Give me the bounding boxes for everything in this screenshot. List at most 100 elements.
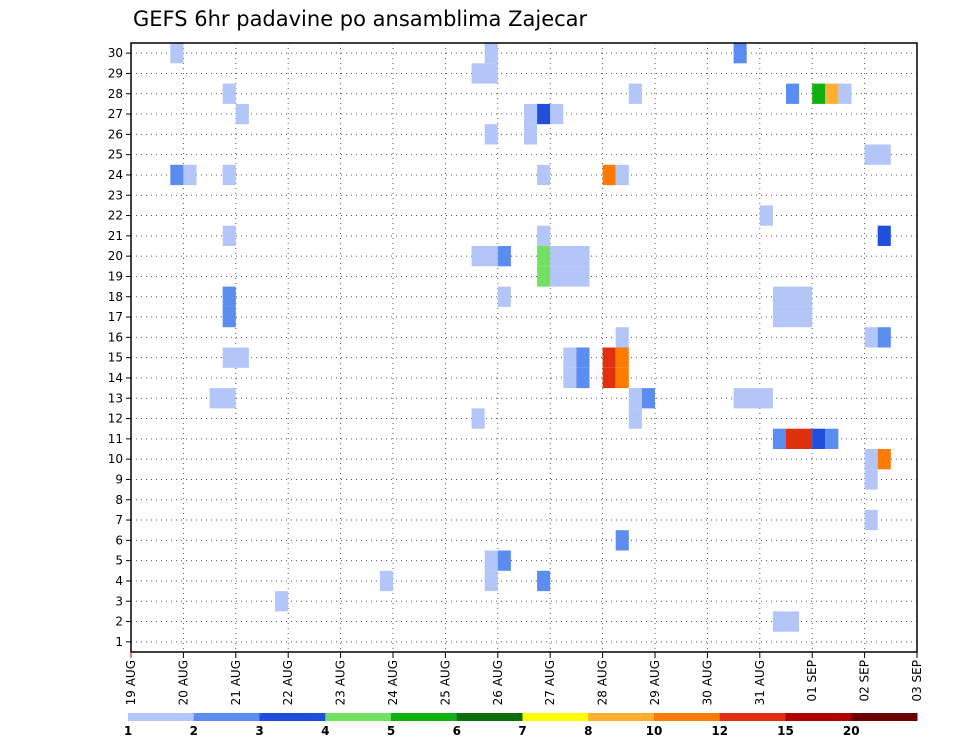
heatmap-cell [222, 286, 236, 307]
heatmap-cell [471, 63, 498, 84]
heatmap-cell [602, 367, 616, 389]
heatmap-cell [537, 570, 551, 592]
heatmap-cell [471, 408, 485, 429]
y-tick-label: 10 [108, 452, 123, 466]
colorbar-label: 3 [255, 724, 263, 738]
heatmap-cell [484, 550, 498, 571]
y-tick-label: 9 [115, 472, 123, 486]
heatmap-cell [183, 164, 197, 186]
x-tick-label: 29 AUG [648, 660, 662, 705]
y-tick-label: 19 [108, 269, 123, 283]
y-tick-label: 23 [108, 188, 123, 202]
heatmap-cell [222, 306, 236, 328]
heatmap-cell [641, 388, 655, 409]
heatmap-cell [537, 103, 551, 125]
heatmap-cell [222, 347, 249, 368]
x-tick-label: 30 AUG [700, 660, 714, 705]
heatmap-cell [864, 509, 878, 531]
heatmap-cell [497, 286, 511, 307]
heatmap-cell [772, 306, 813, 328]
heatmap-cell [838, 83, 852, 104]
heatmap-cell [537, 266, 551, 287]
heatmap-cells [170, 43, 891, 632]
heatmap-cell [576, 347, 590, 368]
y-tick-label: 24 [108, 168, 123, 182]
heatmap-cell [602, 164, 616, 186]
x-tick-label: 01 SEP [805, 660, 819, 702]
heatmap-cell [537, 164, 551, 186]
y-tick-label: 11 [108, 432, 123, 446]
colorbar-swatch [391, 713, 458, 721]
heatmap-cell [733, 43, 747, 64]
heatmap-cell [170, 43, 184, 64]
y-tick-label: 22 [108, 209, 123, 223]
heatmap-cell [537, 225, 551, 246]
x-tick-label: 02 SEP [858, 660, 872, 702]
heatmap-cell [484, 570, 498, 592]
heatmap-cell [524, 124, 538, 145]
y-tick-label: 18 [108, 290, 123, 304]
heatmap-cell [628, 83, 642, 104]
y-tick-label: 20 [108, 249, 123, 263]
y-tick-label: 7 [115, 513, 123, 527]
x-tick-label: 22 AUG [281, 660, 295, 705]
colorbar-label: 12 [711, 724, 728, 738]
y-tick-label: 17 [108, 310, 123, 324]
y-tick-label: 6 [115, 533, 123, 547]
y-tick-label: 12 [108, 412, 123, 426]
colorbar-label: 1 [124, 724, 132, 738]
colorbar-label: 20 [843, 724, 860, 738]
x-tick-label: 27 AUG [543, 660, 557, 705]
colorbar-swatch [456, 713, 523, 721]
heatmap-cell [812, 83, 826, 104]
y-axis-ticks: 1234567891011121314151617181920212223242… [108, 46, 131, 649]
heatmap-cell [550, 246, 590, 267]
heatmap-cell [209, 388, 236, 409]
y-tick-label: 1 [115, 635, 123, 649]
heatmap-cell [275, 591, 289, 612]
colorbar-swatch [325, 713, 392, 721]
y-tick-label: 16 [108, 330, 123, 344]
y-tick-label: 21 [108, 229, 123, 243]
x-tick-label: 03 SEP [910, 660, 924, 702]
heatmap-cell [733, 388, 773, 409]
heatmap-cell [379, 570, 393, 592]
heatmap-cell [576, 367, 590, 389]
heatmap-cell [864, 469, 878, 490]
x-tick-label: 21 AUG [229, 660, 243, 705]
heatmap-cell [170, 164, 184, 186]
heatmap-cell [563, 367, 577, 389]
heatmap-cell [786, 83, 800, 104]
heatmap-cell [484, 124, 498, 145]
colorbar-label: 8 [584, 724, 592, 738]
colorbar-swatch [851, 713, 918, 721]
heatmap-cell [222, 225, 236, 246]
heatmap-cell [471, 246, 498, 267]
y-tick-label: 28 [108, 87, 123, 101]
colorbar-label: 5 [387, 724, 395, 738]
heatmap-cell [825, 83, 839, 104]
colorbar-label: 15 [777, 724, 794, 738]
heatmap-cell [864, 449, 878, 470]
y-tick-label: 2 [115, 615, 123, 629]
chart-title: GEFS 6hr padavine po ansamblima Zajecar [133, 7, 588, 31]
colorbar-swatch [785, 713, 852, 721]
colorbar-swatch [588, 713, 655, 721]
heatmap-cell [864, 327, 878, 348]
y-tick-label: 25 [108, 148, 123, 162]
colorbar-label: 2 [190, 724, 198, 738]
x-tick-label: 31 AUG [753, 660, 767, 705]
heatmap-cell [235, 103, 249, 125]
colorbar-swatch [259, 713, 326, 721]
heatmap-cell [877, 449, 891, 470]
heatmap-cell [786, 428, 813, 449]
y-tick-label: 27 [108, 107, 123, 121]
heatmap-cell [497, 550, 511, 571]
colorbar-swatch [193, 713, 260, 721]
colorbar-legend: 1 2 3 4 5 6 7 8 10 12 15 20 [124, 713, 918, 738]
heatmap-cell [877, 327, 891, 348]
colorbar-swatch [654, 713, 721, 721]
x-tick-label: 20 AUG [176, 660, 190, 705]
heatmap-cell [550, 266, 590, 287]
